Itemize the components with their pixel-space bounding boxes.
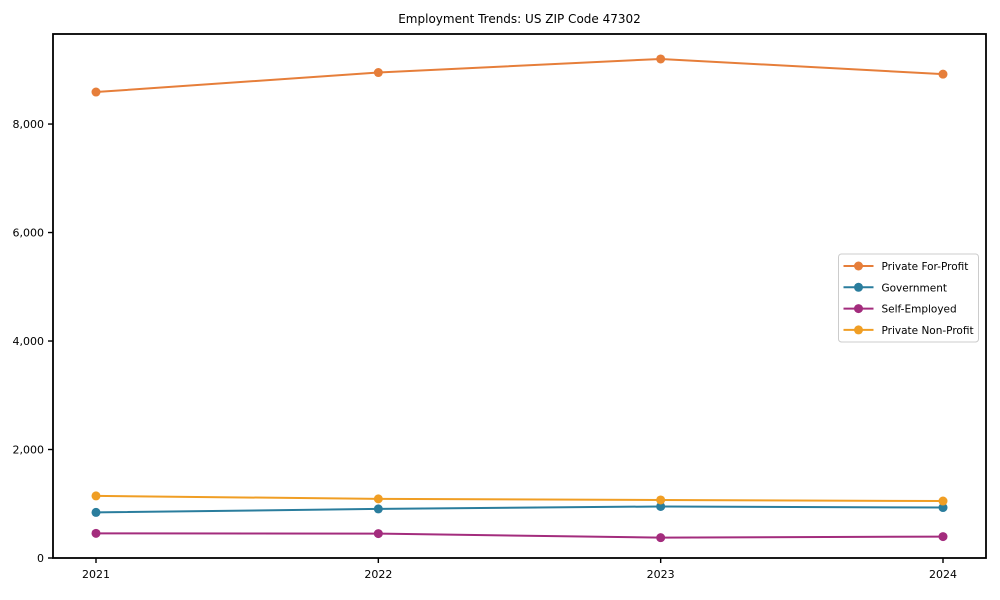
legend-item-private-for-profit: Private For-Profit bbox=[843, 261, 969, 273]
series-layer bbox=[91, 54, 948, 543]
series-marker-private-non-profit bbox=[91, 491, 101, 501]
legend-marker bbox=[854, 282, 863, 292]
legend-label: Private Non-Profit bbox=[882, 325, 974, 337]
axes-layer: 0 2,000 4,000 6,000 8,000 2021 2022 2023 2024 bbox=[13, 33, 987, 581]
series-marker-private-for-profit bbox=[656, 54, 666, 64]
series-line-private-for-profit bbox=[95, 57, 944, 94]
series-line-self-employed bbox=[95, 532, 944, 539]
series-marker-self-employed bbox=[91, 528, 101, 538]
y-tick-label: 0 bbox=[37, 552, 44, 565]
x-tick-label: 2024 bbox=[929, 568, 957, 581]
legend-item-government: Government bbox=[843, 282, 947, 294]
series-marker-self-employed bbox=[938, 532, 948, 542]
legend-label: Government bbox=[882, 282, 947, 294]
series-line-private-non-profit bbox=[95, 494, 944, 503]
series-marker-government bbox=[373, 504, 383, 514]
x-tick-label: 2021 bbox=[82, 568, 110, 581]
series-marker-private-for-profit bbox=[938, 69, 948, 79]
series-marker-private-non-profit bbox=[656, 495, 666, 505]
series-marker-government bbox=[91, 507, 101, 517]
series-marker-private-for-profit bbox=[373, 68, 383, 78]
legend-item-private-non-profit: Private Non-Profit bbox=[843, 325, 974, 337]
chart-title: Employment Trends: US ZIP Code 47302 bbox=[398, 12, 641, 26]
series-marker-self-employed bbox=[373, 529, 383, 539]
series-marker-government bbox=[938, 503, 948, 513]
legend-label: Private For-Profit bbox=[882, 261, 969, 273]
legend-label: Self-Employed bbox=[882, 304, 957, 316]
y-tick-label: 6,000 bbox=[13, 227, 45, 240]
legend-marker bbox=[854, 304, 863, 314]
series-marker-private-non-profit bbox=[938, 496, 948, 506]
legend-layer: Private For-Profit Government Self-Employe… bbox=[838, 253, 979, 343]
y-tick-label: 8,000 bbox=[13, 118, 45, 131]
series-marker-private-non-profit bbox=[373, 494, 383, 504]
series-marker-government bbox=[656, 501, 666, 511]
series-marker-self-employed bbox=[656, 533, 666, 543]
plot-border bbox=[52, 33, 987, 559]
series-line-government bbox=[95, 505, 944, 514]
legend-marker bbox=[854, 261, 863, 271]
legend-marker bbox=[854, 325, 863, 335]
x-tick-label: 2022 bbox=[364, 568, 392, 581]
y-tick-label: 2,000 bbox=[13, 444, 45, 457]
legend-item-self-employed: Self-Employed bbox=[843, 304, 957, 316]
x-tick-label: 2023 bbox=[647, 568, 675, 581]
series-marker-private-for-profit bbox=[91, 87, 101, 97]
y-tick-label: 4,000 bbox=[13, 335, 45, 348]
legend-box bbox=[838, 253, 979, 343]
